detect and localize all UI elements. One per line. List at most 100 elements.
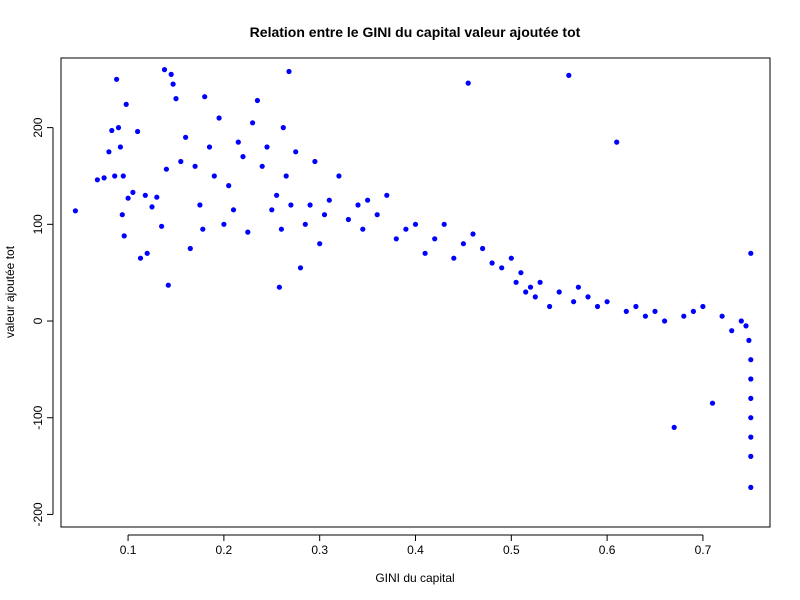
data-point xyxy=(106,149,112,155)
data-point xyxy=(142,192,148,198)
data-point xyxy=(216,115,222,121)
data-point xyxy=(571,299,577,305)
data-point xyxy=(278,226,284,232)
data-point xyxy=(165,282,171,288)
data-point xyxy=(748,376,754,382)
data-point xyxy=(109,127,115,134)
data-point xyxy=(230,207,237,213)
x-tick-label: 0.2 xyxy=(216,543,233,557)
data-point xyxy=(197,202,203,208)
data-point xyxy=(183,134,189,140)
data-point xyxy=(274,192,280,198)
data-point xyxy=(317,241,323,247)
data-point xyxy=(264,144,270,150)
data-point xyxy=(441,221,447,227)
y-tick-label: -200 xyxy=(31,502,45,526)
data-point xyxy=(202,94,208,100)
data-point xyxy=(709,400,716,406)
x-tick-label: 0.4 xyxy=(407,543,424,557)
data-point xyxy=(312,158,318,165)
data-point xyxy=(614,139,620,145)
data-point xyxy=(729,328,735,334)
data-point xyxy=(465,80,471,86)
data-point xyxy=(508,255,514,261)
data-point xyxy=(748,484,754,490)
y-tick-label: -100 xyxy=(31,405,45,429)
data-point xyxy=(345,216,351,223)
data-point xyxy=(245,229,251,235)
y-axis: -200 -100 0 100 200 xyxy=(31,117,54,526)
data-point xyxy=(336,173,342,179)
data-point xyxy=(200,226,206,232)
data-point xyxy=(393,236,399,242)
data-point xyxy=(297,265,304,271)
data-point xyxy=(276,284,282,290)
data-point xyxy=(585,294,591,300)
data-point xyxy=(681,313,687,319)
data-point xyxy=(662,318,668,324)
data-point xyxy=(121,233,127,239)
x-axis: 0.1 0.2 0.3 0.4 0.5 0.6 0.7 xyxy=(120,534,712,557)
data-point xyxy=(168,71,174,77)
data-point xyxy=(163,166,169,172)
data-point xyxy=(221,221,227,227)
data-point xyxy=(432,236,438,242)
data-point xyxy=(130,189,136,195)
chart-title: Relation entre le GINI du capital valeur… xyxy=(250,24,581,40)
data-point xyxy=(192,163,198,169)
data-point xyxy=(604,299,610,305)
data-point xyxy=(286,68,292,75)
data-point xyxy=(690,308,697,314)
y-tick-label: 200 xyxy=(31,117,45,137)
data-point xyxy=(532,294,538,300)
data-point xyxy=(321,212,328,218)
x-tick-label: 0.5 xyxy=(503,543,520,557)
data-point xyxy=(144,250,150,256)
data-point xyxy=(117,144,123,150)
plot-frame xyxy=(60,57,771,528)
data-point xyxy=(700,303,706,310)
data-point xyxy=(671,424,677,430)
data-point xyxy=(451,255,457,261)
data-point xyxy=(412,221,419,227)
data-point xyxy=(489,260,495,266)
data-point xyxy=(575,284,582,290)
data-point xyxy=(259,163,265,169)
y-axis-label: valeur ajoutée tot xyxy=(3,245,17,338)
data-point xyxy=(112,173,118,179)
x-tick-label: 0.1 xyxy=(120,543,137,557)
data-point xyxy=(226,183,232,189)
data-point xyxy=(173,96,179,102)
data-point xyxy=(302,221,308,227)
x-tick-label: 0.7 xyxy=(695,543,712,557)
data-point xyxy=(288,202,294,208)
data-point xyxy=(652,308,658,314)
data-point xyxy=(566,72,572,78)
data-point xyxy=(527,284,534,290)
data-point xyxy=(594,303,601,310)
data-point xyxy=(154,194,160,200)
data-point xyxy=(480,245,486,252)
data-point xyxy=(114,76,120,82)
data-point xyxy=(513,279,519,285)
data-point xyxy=(374,212,380,218)
x-tick-label: 0.6 xyxy=(599,543,616,557)
data-point xyxy=(161,67,168,73)
data-point xyxy=(499,265,505,271)
data-point xyxy=(149,204,155,210)
data-point xyxy=(120,173,126,179)
data-point xyxy=(283,173,289,179)
y-tick-label: 100 xyxy=(31,214,45,234)
data-point xyxy=(159,223,165,229)
data-point xyxy=(293,149,299,155)
data-point xyxy=(748,250,754,256)
data-point xyxy=(240,154,246,160)
data-point xyxy=(365,197,371,203)
data-point xyxy=(748,395,754,401)
data-point xyxy=(123,101,129,107)
data-point xyxy=(746,337,752,343)
data-point xyxy=(556,289,562,295)
data-point xyxy=(748,453,754,459)
